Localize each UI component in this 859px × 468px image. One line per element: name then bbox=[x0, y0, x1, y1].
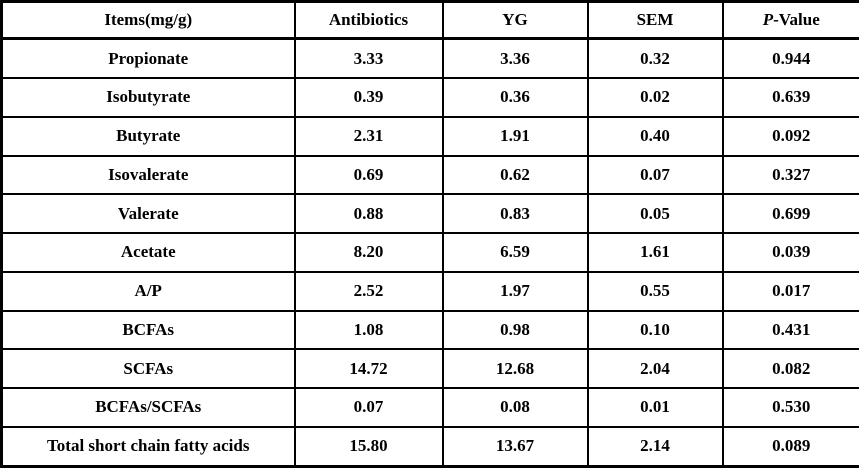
value-cell: 0.88 bbox=[293, 193, 444, 235]
value-cell: 1.08 bbox=[293, 309, 444, 351]
value-cell: 0.32 bbox=[586, 37, 724, 80]
table-row: A/P 2.52 1.97 0.55 0.017 bbox=[0, 270, 859, 312]
value-cell: 3.33 bbox=[293, 37, 444, 80]
value-cell: 0.36 bbox=[441, 77, 589, 118]
row-label: Total short chain fatty acids bbox=[0, 425, 296, 468]
value-cell: 2.14 bbox=[586, 425, 724, 468]
row-label: Butyrate bbox=[0, 115, 296, 157]
value-cell: 0.10 bbox=[586, 309, 724, 351]
value-cell: 8.20 bbox=[293, 232, 444, 273]
value-cell: 0.530 bbox=[721, 387, 859, 428]
p-value-italic-letter: P bbox=[762, 10, 774, 29]
table-row: BCFAs 1.08 0.98 0.10 0.431 bbox=[0, 309, 859, 351]
value-cell: 0.08 bbox=[441, 387, 589, 428]
value-cell: 13.67 bbox=[441, 425, 589, 468]
row-label: Propionate bbox=[0, 37, 296, 80]
header-row: Items(mg/g) Antibiotics YG SEM P-Value bbox=[0, 0, 859, 40]
value-cell: 2.04 bbox=[586, 348, 724, 389]
table-row: Propionate 3.33 3.36 0.32 0.944 bbox=[0, 37, 859, 80]
table-row: Isovalerate 0.69 0.62 0.07 0.327 bbox=[0, 154, 859, 196]
value-cell: 0.092 bbox=[721, 115, 859, 157]
value-cell: 2.31 bbox=[293, 115, 444, 157]
row-label: Valerate bbox=[0, 193, 296, 235]
value-cell: 14.72 bbox=[293, 348, 444, 389]
value-cell: 0.01 bbox=[586, 387, 724, 428]
value-cell: 0.017 bbox=[721, 270, 859, 312]
value-cell: 12.68 bbox=[441, 348, 589, 389]
table-row: Isobutyrate 0.39 0.36 0.02 0.639 bbox=[0, 77, 859, 118]
p-value-rest: -Value bbox=[773, 10, 820, 29]
table-row: Butyrate 2.31 1.91 0.40 0.092 bbox=[0, 115, 859, 157]
value-cell: 0.082 bbox=[721, 348, 859, 389]
row-label: Acetate bbox=[0, 232, 296, 273]
value-cell: 1.91 bbox=[441, 115, 589, 157]
table-row: SCFAs 14.72 12.68 2.04 0.082 bbox=[0, 348, 859, 389]
value-cell: 0.639 bbox=[721, 77, 859, 118]
value-cell: 0.07 bbox=[293, 387, 444, 428]
value-cell: 2.52 bbox=[293, 270, 444, 312]
value-cell: 0.05 bbox=[586, 193, 724, 235]
value-cell: 1.97 bbox=[441, 270, 589, 312]
value-cell: 0.02 bbox=[586, 77, 724, 118]
row-label: BCFAs bbox=[0, 309, 296, 351]
value-cell: 1.61 bbox=[586, 232, 724, 273]
value-cell: 0.98 bbox=[441, 309, 589, 351]
value-cell: 3.36 bbox=[441, 37, 589, 80]
value-cell: 0.944 bbox=[721, 37, 859, 80]
value-cell: 0.62 bbox=[441, 154, 589, 196]
row-label: A/P bbox=[0, 270, 296, 312]
value-cell: 6.59 bbox=[441, 232, 589, 273]
value-cell: 0.07 bbox=[586, 154, 724, 196]
row-label: Isovalerate bbox=[0, 154, 296, 196]
column-header-sem: SEM bbox=[586, 0, 724, 40]
value-cell: 15.80 bbox=[293, 425, 444, 468]
row-label: SCFAs bbox=[0, 348, 296, 389]
table-row: BCFAs/SCFAs 0.07 0.08 0.01 0.530 bbox=[0, 387, 859, 428]
value-cell: 0.69 bbox=[293, 154, 444, 196]
column-header-antibiotics: Antibiotics bbox=[293, 0, 444, 40]
value-cell: 0.39 bbox=[293, 77, 444, 118]
value-cell: 0.431 bbox=[721, 309, 859, 351]
value-cell: 0.83 bbox=[441, 193, 589, 235]
value-cell: 0.327 bbox=[721, 154, 859, 196]
value-cell: 0.089 bbox=[721, 425, 859, 468]
value-cell: 0.40 bbox=[586, 115, 724, 157]
table-row: Acetate 8.20 6.59 1.61 0.039 bbox=[0, 232, 859, 273]
value-cell: 0.039 bbox=[721, 232, 859, 273]
row-label: Isobutyrate bbox=[0, 77, 296, 118]
column-header-items: Items(mg/g) bbox=[0, 0, 296, 40]
column-header-yg: YG bbox=[441, 0, 589, 40]
column-header-p-value: P-Value bbox=[721, 0, 859, 40]
table-row: Valerate 0.88 0.83 0.05 0.699 bbox=[0, 193, 859, 235]
table-row: Total short chain fatty acids 15.80 13.6… bbox=[0, 425, 859, 468]
value-cell: 0.699 bbox=[721, 193, 859, 235]
value-cell: 0.55 bbox=[586, 270, 724, 312]
row-label: BCFAs/SCFAs bbox=[0, 387, 296, 428]
